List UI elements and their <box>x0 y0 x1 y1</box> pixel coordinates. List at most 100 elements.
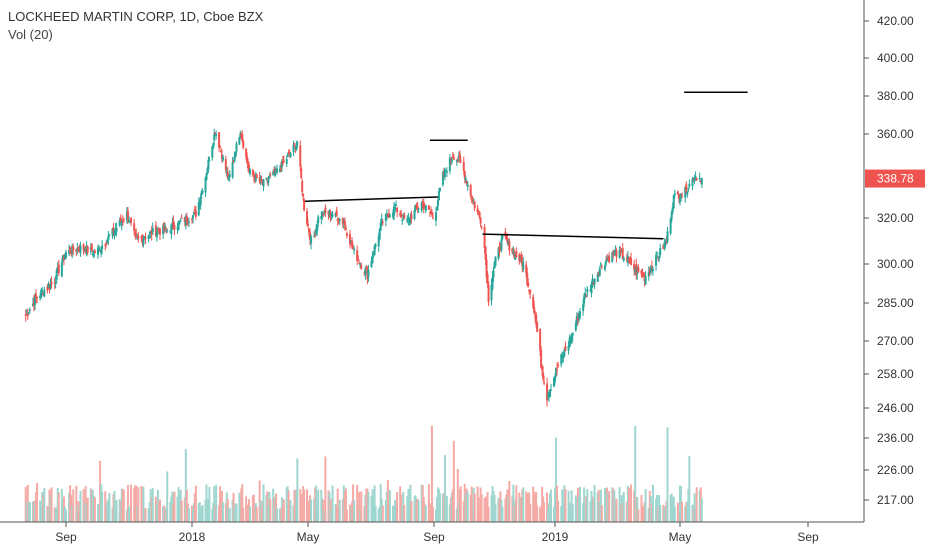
candle <box>178 220 181 226</box>
candle <box>695 177 698 182</box>
volume-bar <box>72 489 75 522</box>
volume-bar <box>151 487 154 522</box>
volume-bar <box>676 502 679 522</box>
candle <box>350 240 353 244</box>
candle <box>598 265 601 277</box>
candle <box>148 230 151 239</box>
volume-bar <box>314 487 317 522</box>
candle <box>224 155 227 174</box>
candle <box>97 244 100 259</box>
candle <box>698 172 701 182</box>
volume-bar <box>593 484 596 522</box>
volume-bar <box>289 500 292 522</box>
volume-bar <box>42 494 45 522</box>
candle <box>92 249 95 259</box>
volume-bar <box>428 503 431 522</box>
volume-bar <box>194 485 197 522</box>
candle <box>543 375 546 386</box>
volume-bar <box>371 489 374 522</box>
candle <box>563 347 566 358</box>
candle <box>75 248 78 256</box>
candle <box>648 267 651 277</box>
candle <box>420 201 423 213</box>
candle <box>215 130 218 140</box>
candle <box>592 281 595 286</box>
volume-bar <box>367 491 370 522</box>
candle <box>154 220 157 237</box>
volume-bar <box>335 505 338 522</box>
volume-bar <box>108 492 111 522</box>
trendline[interactable] <box>305 196 438 202</box>
candle <box>647 266 650 281</box>
candle <box>560 353 563 368</box>
volume-bar <box>120 488 123 522</box>
candle <box>533 301 536 315</box>
volume-bar <box>55 507 58 522</box>
volume-bar <box>562 502 565 522</box>
candle <box>171 217 174 230</box>
volume-bar <box>403 505 406 522</box>
candle <box>664 239 667 249</box>
volume-bar <box>337 508 340 522</box>
candle <box>555 367 558 378</box>
candle <box>191 214 194 224</box>
volume-bar <box>308 500 311 522</box>
volume-bar <box>629 490 631 522</box>
volume-bar <box>664 505 667 522</box>
volume-bar <box>438 493 441 522</box>
candle <box>345 231 348 239</box>
volume-bar <box>501 507 504 522</box>
candle <box>629 256 631 265</box>
price-tick-label: 246.00 <box>877 401 914 415</box>
candle <box>473 200 476 212</box>
volume-bar <box>350 506 353 522</box>
volume-bar <box>62 496 65 522</box>
volume-bar <box>381 505 384 522</box>
candle <box>341 217 344 228</box>
time-tick-label: 2019 <box>542 530 569 544</box>
candle <box>466 180 469 191</box>
volume-bar <box>208 487 211 522</box>
candle <box>137 231 140 243</box>
candle <box>54 275 57 289</box>
volume-bar <box>663 508 666 522</box>
candle <box>356 245 359 266</box>
volume-bar <box>494 503 497 522</box>
volume-bar <box>97 503 100 522</box>
candle <box>234 151 237 159</box>
volume-bar <box>163 505 166 522</box>
candle <box>86 245 89 256</box>
candle <box>42 292 45 297</box>
candle <box>43 286 46 298</box>
volume-bar <box>466 491 469 522</box>
volume-bar <box>641 505 644 522</box>
trendline[interactable] <box>482 233 664 240</box>
volume-bar <box>27 502 30 522</box>
candle <box>307 218 309 229</box>
candle <box>173 222 176 236</box>
volume-bar <box>176 496 179 522</box>
candle <box>85 241 88 257</box>
candle <box>448 153 451 175</box>
volume-bar <box>626 486 629 522</box>
candle <box>205 172 208 181</box>
volume-bar <box>612 488 615 522</box>
candle <box>308 228 311 238</box>
candle <box>185 212 188 227</box>
volume-bar <box>648 490 651 522</box>
candle <box>479 217 482 228</box>
candle <box>640 269 643 278</box>
volume-bar <box>487 507 490 522</box>
volume-bar <box>104 491 107 522</box>
candle <box>172 215 175 230</box>
candle <box>47 281 50 289</box>
volume-bar <box>215 484 218 522</box>
volume-bar <box>349 504 351 522</box>
candle <box>429 206 432 215</box>
candle <box>430 209 433 217</box>
volume-bar <box>619 504 622 522</box>
volume-bar <box>28 501 31 522</box>
candle <box>650 260 653 273</box>
candle <box>315 224 318 237</box>
